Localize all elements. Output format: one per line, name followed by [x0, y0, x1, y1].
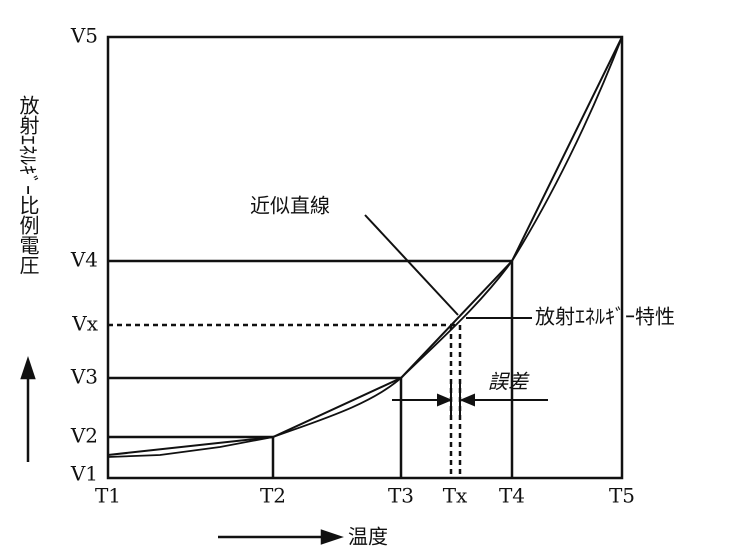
x-label: T3 — [388, 484, 414, 508]
characteristic-label: 放射ｴﾈﾙｷﾞｰ特性 — [535, 305, 675, 329]
y-label: V3 — [70, 365, 98, 389]
error-marks — [364, 214, 548, 420]
plot-frame — [106, 35, 624, 480]
x-label: T1 — [95, 484, 121, 508]
y-label: V2 — [70, 424, 98, 448]
x-label: Tx — [443, 484, 468, 508]
y-label: V4 — [70, 248, 98, 272]
x-label: T4 — [499, 484, 525, 508]
y-label: V5 — [70, 24, 98, 48]
approximation-line — [107, 36, 623, 456]
y-axis-title: 放射ｴﾈﾙｷﾞｰ比例電圧 — [16, 95, 40, 275]
x-label: T2 — [260, 484, 286, 508]
y-label: V1 — [70, 462, 98, 486]
approximation-label: 近似直線 — [250, 194, 330, 218]
axis-arrows — [20, 356, 344, 545]
y-label: Vx — [71, 312, 98, 336]
x-label: T5 — [609, 484, 635, 508]
characteristic-curve — [107, 36, 623, 458]
x-axis-title: 温度 — [348, 525, 388, 549]
error-label: 誤差 — [488, 370, 530, 394]
